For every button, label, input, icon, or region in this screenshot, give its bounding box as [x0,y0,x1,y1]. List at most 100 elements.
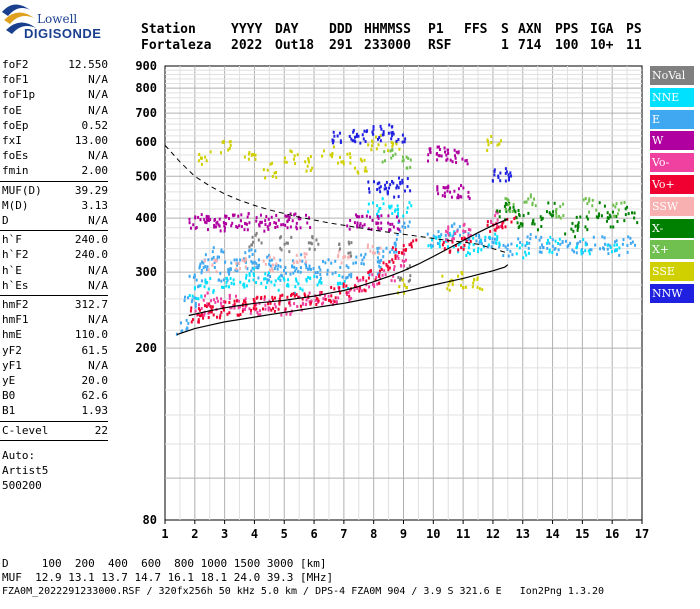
echo-mark [525,253,528,257]
echo-mark [589,248,592,252]
echo-mark [445,158,448,162]
echo-mark [391,154,394,158]
echo-mark [506,197,509,201]
echo-mark [244,221,247,225]
echo-mark [359,157,362,161]
echo-mark [236,263,239,267]
echo-mark [487,243,490,247]
echo-mark [278,275,281,279]
echo-mark [490,245,493,249]
echo-mark [618,246,621,250]
echo-mark [587,249,590,253]
echo-mark [297,270,300,274]
echo-mark [378,273,381,277]
echo-mark [255,280,258,284]
echo-mark [228,301,231,305]
echo-mark [305,260,308,264]
echo-mark [295,227,298,231]
echo-mark [236,313,239,317]
echo-mark [228,296,231,300]
echo-mark [507,178,510,182]
echo-mark [230,224,233,228]
echo-mark [301,301,304,305]
echo-mark [361,224,364,228]
echo-mark [270,280,273,284]
echo-mark [273,171,276,175]
echo-mark [338,274,341,278]
echo-mark [403,221,406,225]
echo-mark [559,216,562,220]
echo-mark [393,279,396,283]
echo-mark [275,262,278,266]
echo-mark [397,137,400,141]
echo-mark [548,241,551,245]
echo-mark [259,220,262,224]
echo-mark [521,224,524,228]
echo-mark [365,214,368,218]
logo-line2: DIGISONDE [24,26,102,41]
echo-mark [254,249,257,253]
echo-mark [322,297,325,301]
echo-mark [224,221,227,225]
echo-mark [348,242,351,246]
echo-mark [445,153,448,157]
echo-mark [431,238,434,242]
echo-mark [350,254,353,258]
echo-mark [577,224,580,228]
param-value: 110.0 [74,328,108,342]
echo-mark [507,254,510,258]
echo-mark [189,309,192,313]
profile-upper-curve [188,218,509,317]
param-name: yF1 [2,358,22,372]
echo-mark [371,282,374,286]
y-tick-label: 900 [135,59,157,73]
echo-mark [390,137,393,141]
header-label-s: S [501,22,509,37]
echo-mark [306,221,309,225]
echo-mark [220,304,223,308]
echo-mark [363,158,366,162]
echo-mark [457,193,460,197]
echo-mark [188,221,191,225]
echo-mark [401,251,404,255]
echo-mark [512,203,515,207]
echo-mark [251,266,254,270]
echo-mark [337,253,340,257]
echo-mark [380,227,383,231]
echo-mark [337,255,340,259]
echo-mark [405,247,408,251]
echo-mark [299,226,302,230]
echo-mark [238,305,241,309]
echo-mark [629,236,632,240]
footer-file-line: FZA0M_2022291233000.RSF / 320fx256h 50 k… [2,586,605,597]
echo-mark [579,215,582,219]
echo-mark [376,282,379,286]
x-tick-label: 5 [281,527,288,541]
echo-mark [244,265,247,269]
echo-mark [336,281,339,285]
echo-mark [374,278,377,282]
echo-mark [336,134,339,138]
echo-mark [348,273,351,277]
echo-mark [390,140,393,144]
echo-mark [229,306,232,310]
echo-mark [233,306,236,310]
echo-mark [443,247,446,251]
echo-mark [248,272,251,276]
echo-mark [430,245,433,249]
header-value-day: Out18 [275,38,315,53]
echo-mark [521,243,524,247]
echo-mark [229,143,232,147]
echo-mark [621,242,624,246]
echo-mark [634,243,637,247]
echo-mark [532,218,535,222]
echo-mark [446,287,449,291]
echo-mark [288,215,291,219]
echo-mark [457,187,460,191]
echo-mark [355,135,358,139]
echo-mark [396,233,399,237]
echo-mark [230,261,233,265]
param-row: B0 62.6 [2,389,108,405]
param-row: foF1p N/A [2,88,108,104]
echo-mark [342,256,345,260]
